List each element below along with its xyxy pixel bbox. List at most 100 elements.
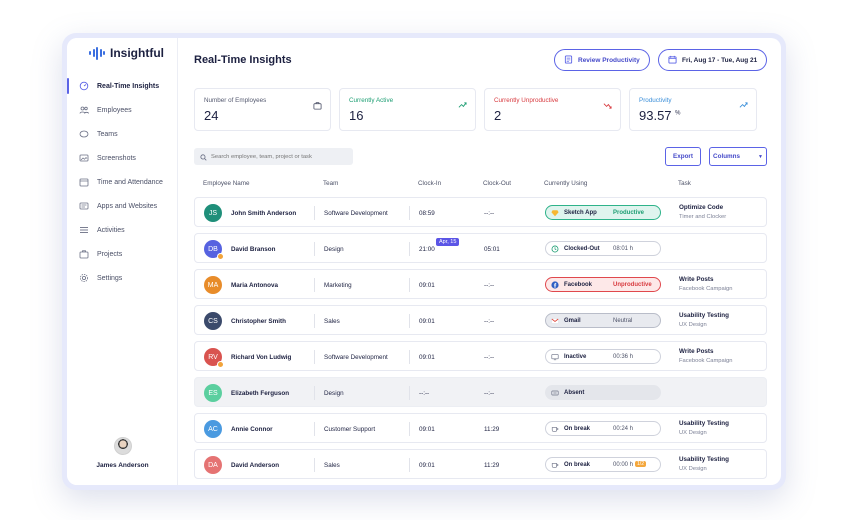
divider: [314, 278, 315, 292]
team-name: Marketing: [324, 282, 352, 289]
header-team[interactable]: Team: [323, 180, 339, 187]
sidebar-item-employees[interactable]: Employees: [67, 98, 177, 122]
break-count-badge: 1/2: [635, 461, 646, 467]
task-cell[interactable]: Optimize Code Timer and Clocker: [679, 204, 726, 220]
task-title: Usability Testing: [679, 420, 729, 427]
status-badge: [217, 361, 224, 368]
avatar[interactable]: [113, 437, 132, 455]
header-clock-in[interactable]: Clock-In: [418, 180, 442, 187]
date-range-picker[interactable]: Fri, Aug 17 - Tue, Aug 21: [658, 49, 768, 71]
search-input[interactable]: [211, 153, 351, 160]
table-row[interactable]: ES Elizabeth Ferguson Design --:-- --:-- Abse…: [194, 377, 767, 407]
task-cell[interactable]: Usability Testing UX Design: [679, 312, 729, 328]
stat-label: Number of Employees: [204, 97, 267, 104]
clock-in-date-tag: Apr, 15: [436, 238, 460, 246]
avatar-initials: DA: [208, 461, 218, 469]
team-name: Customer Support: [324, 426, 376, 433]
logo-text: Insightful: [110, 46, 164, 60]
avatar-initials: AC: [208, 425, 218, 433]
sidebar-item-activities[interactable]: Activities: [67, 218, 177, 242]
currently-using-pill[interactable]: On break 00:00 h 1/2: [545, 457, 661, 472]
avatar[interactable]: AC: [204, 420, 222, 438]
task-cell[interactable]: Usability Testing UX Design: [679, 456, 729, 472]
header-employee-name[interactable]: Employee Name: [203, 180, 250, 187]
stat-currently-unproductive[interactable]: Currently Unproductive 2: [484, 88, 621, 131]
duration-text: 00:24 h: [613, 426, 633, 432]
divider: [409, 458, 410, 472]
stat-currently-active[interactable]: Currently Active 16: [339, 88, 476, 131]
stat-productivity[interactable]: Productivity 93.57 %: [629, 88, 757, 131]
duration-text: 00:00 h 1/2: [613, 461, 646, 468]
sidebar-item-settings[interactable]: Settings: [67, 266, 177, 290]
avatar[interactable]: CS: [204, 312, 222, 330]
user-profile[interactable]: James Anderson: [67, 437, 178, 469]
gmail-icon: [551, 317, 559, 325]
sidebar-item-real-time-insights[interactable]: Real-Time Insights: [67, 74, 177, 98]
avatar[interactable]: RV: [204, 348, 224, 368]
table-row[interactable]: DB David Branson Design 21:00 Apr, 15 05:01 Cl…: [194, 233, 767, 263]
table-row[interactable]: CS Christopher Smith Sales 09:01 --:-- Gmail N…: [194, 305, 767, 335]
employee-name[interactable]: Elizabeth Ferguson: [231, 390, 290, 397]
table-row[interactable]: MA Maria Antonova Marketing 09:01 --:-- Faceb…: [194, 269, 767, 299]
employees-icon: [79, 105, 89, 115]
header-task[interactable]: Task: [678, 180, 691, 187]
export-button[interactable]: Export: [665, 147, 701, 166]
divider: [314, 242, 315, 256]
employee-name[interactable]: Richard Von Ludwig: [231, 354, 292, 361]
app-name: On break: [564, 461, 591, 468]
task-project: Timer and Clocker: [679, 214, 727, 220]
header-clock-out[interactable]: Clock-Out: [483, 180, 511, 187]
employee-name[interactable]: David Anderson: [231, 462, 280, 469]
sidebar-item-teams[interactable]: Teams: [67, 122, 177, 146]
clock-out-time: --:--: [484, 210, 495, 217]
currently-using-pill[interactable]: Gmail Neutral: [545, 313, 661, 328]
sketch-icon: [551, 209, 559, 217]
avatar[interactable]: ES: [204, 384, 222, 402]
settings-icon: [79, 273, 89, 283]
avatar[interactable]: JS: [204, 204, 222, 222]
employee-name[interactable]: David Branson: [231, 246, 276, 253]
avatar[interactable]: MA: [204, 276, 222, 294]
search-box[interactable]: [194, 148, 353, 165]
break-icon: [551, 425, 559, 433]
header-currently-using[interactable]: Currently Using: [544, 180, 588, 187]
avatar[interactable]: DB: [204, 240, 224, 260]
currently-using-pill[interactable]: Sketch App Productive: [545, 205, 661, 220]
logo[interactable]: Insightful: [89, 46, 164, 60]
main-content: Real-Time Insights Review Productivity F…: [178, 38, 781, 485]
search-icon: [200, 148, 207, 166]
sidebar-item-projects[interactable]: Projects: [67, 242, 177, 266]
productivity-unit: %: [675, 110, 681, 117]
table-row[interactable]: DA David Anderson Sales 09:01 11:29 On break 0…: [194, 449, 767, 479]
team-name: Software Development: [324, 210, 388, 217]
duration-text: 08:01 h: [613, 246, 633, 252]
status-text: Productive: [613, 209, 645, 216]
review-productivity-button[interactable]: Review Productivity: [554, 49, 650, 71]
currently-using-pill[interactable]: Clocked-Out 08:01 h: [545, 241, 661, 256]
task-cell[interactable]: Usability Testing UX Design: [679, 420, 729, 436]
sidebar-item-time-and-attendance[interactable]: Time and Attendance: [67, 170, 177, 194]
stat-value: 93.57 %: [639, 108, 747, 123]
employee-name[interactable]: Christopher Smith: [231, 318, 286, 325]
currently-using-pill[interactable]: Inactive 00:36 h: [545, 349, 661, 364]
sidebar-item-screenshots[interactable]: Screenshots: [67, 146, 177, 170]
columns-dropdown[interactable]: Columns ▼: [709, 147, 767, 166]
currently-using-pill[interactable]: Absent: [545, 385, 661, 400]
avatar[interactable]: DA: [204, 456, 222, 474]
employee-name[interactable]: Annie Connor: [231, 426, 273, 433]
currently-using-pill[interactable]: On break 00:24 h: [545, 421, 661, 436]
stat-number-of-employees[interactable]: Number of Employees 24: [194, 88, 331, 131]
divider: [314, 458, 315, 472]
task-cell[interactable]: Write Posts Facebook Campaign: [679, 348, 733, 364]
table-row[interactable]: JS John Smith Anderson Software Developmen…: [194, 197, 767, 227]
page-title: Real-Time Insights: [194, 54, 292, 66]
table-row[interactable]: RV Richard Von Ludwig Software Development…: [194, 341, 767, 371]
clock-icon: [551, 245, 559, 253]
employee-name[interactable]: Maria Antonova: [231, 282, 278, 289]
sidebar-item-label: Projects: [97, 250, 123, 258]
currently-using-pill[interactable]: Facebook Unproductive: [545, 277, 661, 292]
employee-name[interactable]: John Smith Anderson: [231, 210, 297, 217]
sidebar-item-apps-and-websites[interactable]: Apps and Websites: [67, 194, 177, 218]
table-row[interactable]: AC Annie Connor Customer Support 09:01 11:29…: [194, 413, 767, 443]
task-cell[interactable]: Write Posts Facebook Campaign: [679, 276, 733, 292]
